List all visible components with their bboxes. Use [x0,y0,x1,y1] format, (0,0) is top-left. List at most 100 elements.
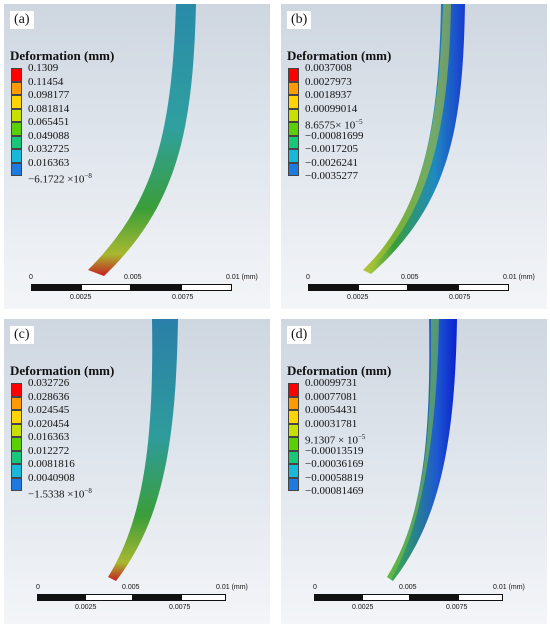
panel-c: (c) Deformation (mm) 0.032726 0.028636 0… [4,319,270,624]
legend-value-base: −1.5338 ×10 [28,488,85,501]
scale-segment [31,284,81,291]
colorbar-swatch [11,437,22,451]
scale-segment [308,284,358,291]
legend-value: −0.00081469 [305,485,364,497]
legend-value: −0.00036169 [305,458,364,470]
legend-values: 0.00099731 0.00077081 0.00054431 0.00031… [305,377,365,499]
legend-title: Deformation (mm) [287,48,392,63]
scale-segment [133,594,181,601]
colorbar-swatch [11,423,22,437]
scale-segment [81,284,131,291]
legend-value: 0.0037008 [305,62,352,74]
legend-value: −1.5338 ×10−8 [28,485,92,501]
colorbar-swatch [11,95,22,109]
scale-tick-label: 0 [36,584,40,591]
colorbar-swatch [288,149,299,163]
legend-value: 8.6575× 10−5 [305,116,363,132]
colorbar [288,68,299,176]
colorbar-swatch [11,396,22,410]
legend-value: −0.0035277 [305,170,358,182]
legend-value: 0.012272 [28,444,70,457]
colorbar-swatch [288,410,299,424]
colorbar-swatch [11,122,22,136]
colorbar-swatch [11,477,22,491]
scale-tick-label: 0.005 [124,274,142,281]
legend-value-exponent: −5 [355,118,363,126]
colorbar-swatch [288,464,299,478]
colorbar-swatch [11,450,22,464]
panel-tag: (a) [10,11,34,29]
scale-tick-label: 0.0075 [169,604,191,611]
scale-segment [314,594,362,601]
colorbar-swatch [288,423,299,437]
legend-value-base: 9.1307 × 10 [305,434,358,447]
colorbar-swatch [288,162,299,176]
legend-value: −0.00058819 [305,471,364,484]
legend-value: 0.00099014 [305,102,358,115]
scale-bar: 0 0.005 0.01 (mm) 0.0025 0.0075 [4,272,270,309]
legend-value: 0.049088 [28,129,70,142]
panel-d: (d) Deformation (mm) 0.00099731 0.000770… [281,319,547,624]
scale-segment [458,594,503,601]
legend-value: 0.016363 [28,156,70,169]
legend-values: 0.0037008 0.0027973 0.0018937 0.00099014… [305,62,363,184]
colorbar-swatch [11,383,22,397]
legend-title: Deformation (mm) [10,363,115,378]
legend-value: 0.0081816 [28,458,75,470]
legend-value: 0.00054431 [305,404,358,416]
legend-value: 0.0027973 [305,75,352,88]
legend-value-exponent: −8 [84,487,92,495]
legend-value: −0.0017205 [305,143,358,155]
legend-value: 0.016363 [28,431,70,443]
scale-segment [85,594,133,601]
colorbar-swatch [288,135,299,149]
colorbar-swatch [11,162,22,176]
colorbar-swatch [11,464,22,478]
panel-tag: (d) [287,326,312,344]
legend-value: 0.00099731 [305,377,358,389]
scale-tick-label: 0.01 (mm) [503,274,535,281]
legend-value: 0.0040908 [28,471,75,484]
legend-value: 0.081814 [28,102,70,115]
scale-tick-label: 0.0075 [449,294,471,301]
colorbar-swatch [11,410,22,424]
legend-value: −0.00081699 [305,129,364,142]
colorbar-swatch [11,135,22,149]
colorbar-swatch [288,122,299,136]
legend-value: 0.11454 [28,75,64,88]
scale-bar: 0 0.005 0.01 (mm) 0.0025 0.0075 [281,582,547,624]
scale-bar: 0 0.005 0.01 (mm) 0.0025 0.0075 [4,582,270,624]
legend-value: 0.00031781 [305,417,358,430]
scale-tick-label: 0.005 [122,584,140,591]
scale-tick-label: 0.0025 [352,604,374,611]
legend-value: 0.00077081 [305,390,358,403]
legend-title: Deformation (mm) [10,48,115,63]
scale-tick-label: 0.0025 [347,294,369,301]
legend-value: 9.1307 × 10−5 [305,431,366,447]
deformed-beam-c [108,319,178,581]
scale-segment [181,284,232,291]
colorbar-swatch [288,477,299,491]
legend-value: −6.1722 ×10−8 [28,170,92,186]
legend-title: Deformation (mm) [287,363,392,378]
legend-value: 0.020454 [28,417,70,430]
scale-segment [131,284,181,291]
scale-tick-label: 0.0025 [70,294,92,301]
scale-segment [408,284,458,291]
colorbar-swatch [288,396,299,410]
colorbar [288,383,299,491]
legend-value-exponent: −5 [357,433,366,441]
scale-segment [181,594,226,601]
colorbar-swatch [288,450,299,464]
legend-value: 0.024545 [28,404,70,416]
colorbar [11,68,22,176]
colorbar-swatch [288,383,299,397]
colorbar-swatch [11,108,22,122]
panel-b: (b) Deformation (mm) 0.0037008 0.0027973… [281,4,547,309]
deformed-beam-d [387,319,457,581]
legend-value: 0.065451 [28,116,70,128]
colorbar [11,383,22,491]
scale-tick-label: 0 [313,584,317,591]
legend-value: −0.0026241 [305,156,358,169]
scale-segment [458,284,509,291]
